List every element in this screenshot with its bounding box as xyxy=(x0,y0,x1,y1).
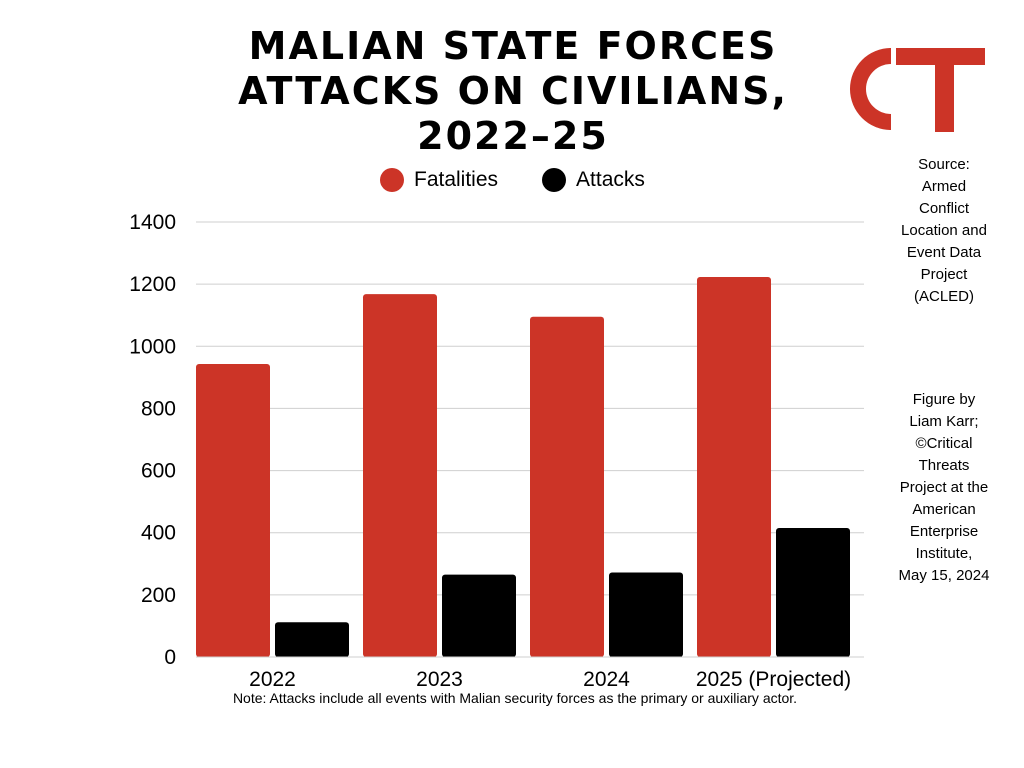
credit-note: Figure by Liam Karr; ©Critical Threats P… xyxy=(882,389,1006,587)
bar-fatalities: Fatalities 2023: 1168 xyxy=(363,294,437,657)
bar-attacks: Attacks 2025 (Projected): 415 xyxy=(776,528,850,657)
bar-attacks: Attacks 2022: 112 xyxy=(275,622,349,657)
chart-footnote: Note: Attacks include all events with Ma… xyxy=(232,690,798,706)
chart-title-line-1: MALIAN STATE FORCES xyxy=(248,24,778,68)
credit-line: Project at the xyxy=(899,479,989,496)
credit-line: May 15, 2024 xyxy=(898,567,990,584)
x-tick-label: 2022 xyxy=(249,668,296,691)
source-line: Source: xyxy=(918,156,970,173)
source-line: Location and xyxy=(901,222,987,239)
chart-legend: Fatalities Attacks xyxy=(380,168,645,192)
bar-attacks: Attacks 2024: 272 xyxy=(609,572,683,657)
legend-label-attacks: Attacks xyxy=(576,168,645,191)
bar-fatalities: Fatalities 2025 (Projected): 1223 xyxy=(697,276,771,657)
credit-line: Figure by xyxy=(912,391,976,408)
credit-line: Institute, xyxy=(915,545,973,562)
y-tick-label: 400 xyxy=(141,522,176,545)
legend-item-fatalities: Fatalities xyxy=(380,168,498,192)
ct-logo-t-stem xyxy=(935,48,954,132)
y-tick-label: 0 xyxy=(164,646,176,669)
source-line: (ACLED) xyxy=(913,288,974,305)
legend-swatch-attacks xyxy=(542,168,567,192)
source-line: Project xyxy=(920,266,968,283)
legend-item-attacks: Attacks xyxy=(542,168,645,192)
y-tick-label: 200 xyxy=(141,584,176,607)
x-tick-label: 2024 xyxy=(583,668,630,691)
credit-line: American xyxy=(912,501,976,518)
legend-swatch-fatalities xyxy=(380,168,404,192)
credit-line: Enterprise xyxy=(909,523,979,540)
ct-logo: CT xyxy=(849,47,985,132)
legend-label-fatalities: Fatalities xyxy=(414,168,499,191)
y-tick-label: 1400 xyxy=(129,211,176,234)
source-note: Source: Armed Conflict Location and Even… xyxy=(882,154,1006,308)
credit-line: ©Critical xyxy=(915,435,973,452)
chart-title-line-2: ATTACKS ON CIVILIANS, xyxy=(238,69,788,113)
y-tick-label: 800 xyxy=(141,397,176,420)
source-line: Event Data xyxy=(906,244,982,261)
x-tick-label: 2025 (Projected) xyxy=(696,668,851,691)
bar-attacks: Attacks 2023: 265 xyxy=(442,574,516,657)
source-line: Armed xyxy=(921,178,967,195)
source-line: Conflict xyxy=(918,200,970,217)
bar-fatalities: Fatalities 2024: 1095 xyxy=(530,316,604,657)
y-tick-label: 1000 xyxy=(129,335,176,358)
x-tick-label: 2023 xyxy=(416,668,463,691)
credit-line: Threats xyxy=(918,457,970,474)
y-tick-label: 1200 xyxy=(129,273,176,296)
chart-title-line-3: 2022–25 xyxy=(417,114,609,158)
credit-line: Liam Karr; xyxy=(909,413,979,430)
ct-logo-c xyxy=(849,47,891,130)
chart-title: MALIAN STATE FORCES ATTACKS ON CIVILIANS… xyxy=(200,24,826,159)
y-tick-label: 600 xyxy=(141,460,176,483)
bar-fatalities: Fatalities 2022: 943 xyxy=(196,363,270,657)
